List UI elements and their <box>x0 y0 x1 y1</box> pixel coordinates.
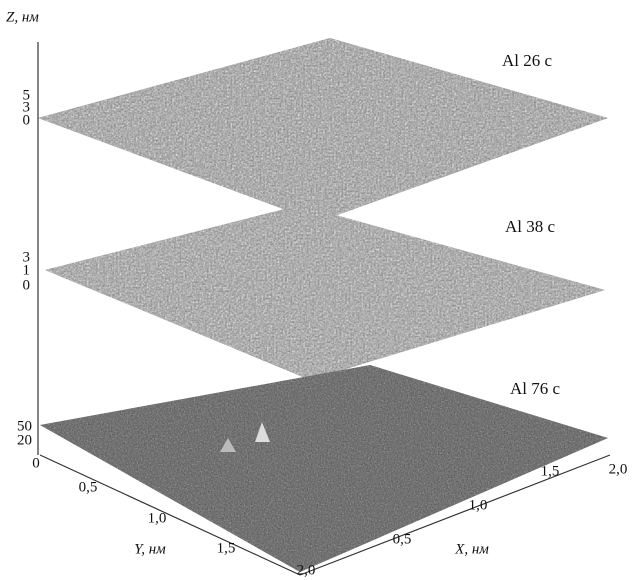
z-tick-label: 1 <box>23 262 31 278</box>
y-tick-label: 0 <box>32 455 40 471</box>
afm-figure: Z, нм 5 3 0 3 1 0 50 20 Al 26 с Al 38 с … <box>0 0 635 580</box>
y-tick-label: 1,0 <box>148 510 167 526</box>
y-tick-label: 2,0 <box>297 562 316 578</box>
layer-label: Al 26 с <box>502 51 553 70</box>
y-tick-label: 1,5 <box>217 540 236 556</box>
z-tick-label: 20 <box>17 432 32 448</box>
layer-label: Al 76 с <box>510 379 561 398</box>
x-axis-label: X, нм <box>454 541 489 557</box>
x-tick-label: 1,0 <box>469 497 488 513</box>
y-tick-label: 0,5 <box>79 479 98 495</box>
z-tick-label: 0 <box>23 277 31 293</box>
y-axis-label: Y, нм <box>134 541 166 557</box>
layer-label: Al 38 с <box>505 217 556 236</box>
z-tick-label: 0 <box>23 112 31 128</box>
x-tick-label: 2,0 <box>609 461 628 477</box>
x-tick-label: 1,5 <box>541 463 560 479</box>
z-axis-label: Z, нм <box>6 9 39 25</box>
x-tick-label: 0,5 <box>393 531 412 547</box>
